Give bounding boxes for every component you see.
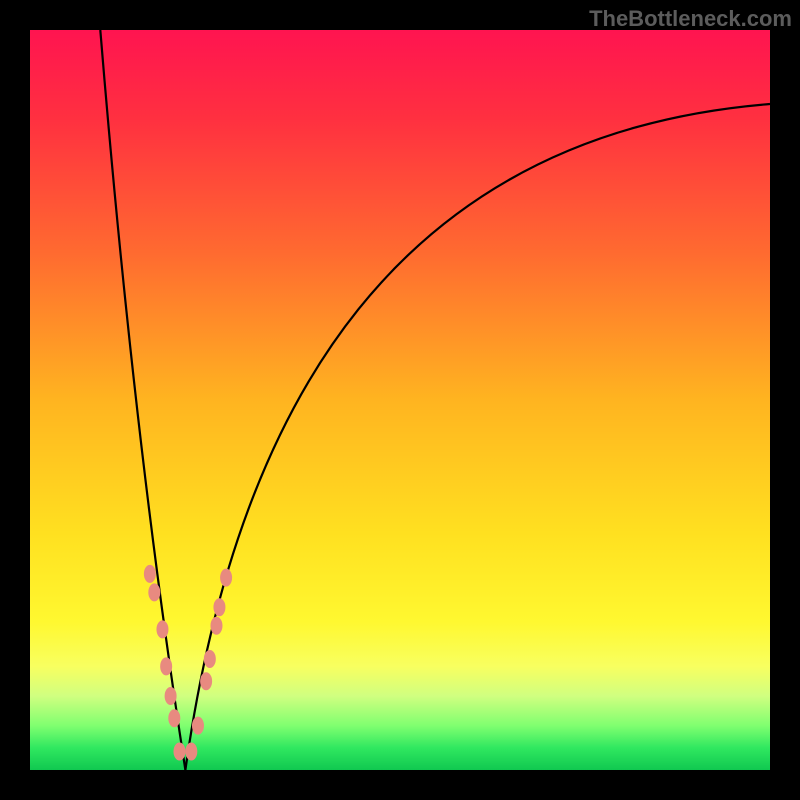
data-marker (204, 650, 216, 668)
data-marker (144, 565, 156, 583)
data-marker (168, 709, 180, 727)
data-marker (156, 620, 168, 638)
data-marker (213, 598, 225, 616)
data-marker (165, 687, 177, 705)
data-marker (148, 583, 160, 601)
data-marker (210, 617, 222, 635)
watermark-text: TheBottleneck.com (589, 6, 792, 32)
data-marker (173, 743, 185, 761)
plot-area (30, 30, 770, 770)
data-marker (160, 657, 172, 675)
data-marker (192, 717, 204, 735)
data-marker (220, 569, 232, 587)
chart-container: TheBottleneck.com (0, 0, 800, 800)
data-marker (200, 672, 212, 690)
bottleneck-chart-svg (30, 30, 770, 770)
gradient-background (30, 30, 770, 770)
data-marker (185, 743, 197, 761)
